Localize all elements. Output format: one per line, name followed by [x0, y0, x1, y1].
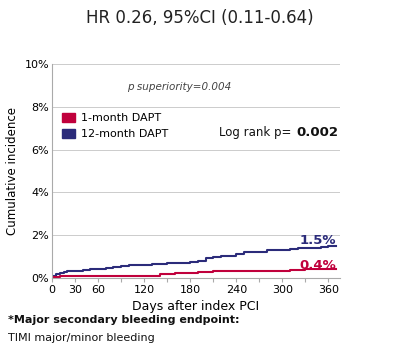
Text: TIMI major/minor bleeding: TIMI major/minor bleeding: [8, 333, 155, 343]
Text: 0.4%: 0.4%: [299, 260, 336, 272]
Legend: 1-month DAPT, 12-month DAPT: 1-month DAPT, 12-month DAPT: [58, 108, 172, 143]
Y-axis label: Cumulative incidence: Cumulative incidence: [6, 107, 19, 235]
Text: Log rank p=: Log rank p=: [219, 126, 292, 139]
Text: 0.002: 0.002: [296, 126, 338, 139]
Text: *Major secondary bleeding endpoint:: *Major secondary bleeding endpoint:: [8, 315, 240, 325]
Text: 1.5%: 1.5%: [299, 234, 336, 247]
Text: p superiority=0.004: p superiority=0.004: [126, 82, 231, 92]
X-axis label: Days after index PCI: Days after index PCI: [132, 300, 260, 313]
Text: HR 0.26, 95%CI (0.11-0.64): HR 0.26, 95%CI (0.11-0.64): [86, 9, 314, 27]
